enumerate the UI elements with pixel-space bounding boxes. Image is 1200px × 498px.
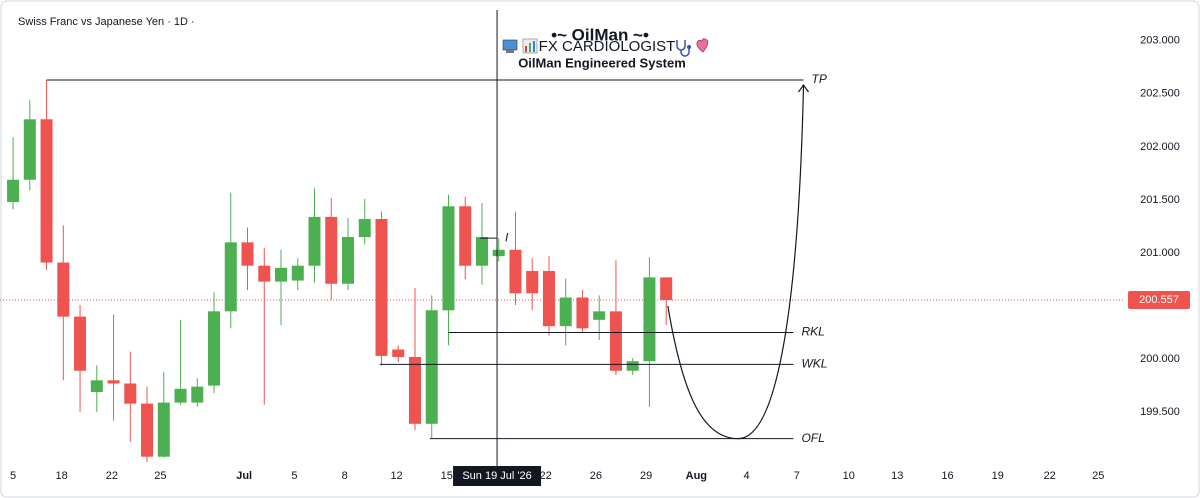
x-tick-label: 5 [291,470,297,482]
y-tick-label: 201.500 [1140,194,1180,206]
level-label: I [505,230,509,244]
candle-body [559,297,572,327]
x-tick-label: 13 [891,470,903,482]
x-tick-label: 4 [744,470,750,482]
emoji-right [676,38,709,57]
candle-body [492,249,505,257]
candle-body [107,380,120,384]
x-tick-label: 12 [390,470,402,482]
x-tick-label: Aug [686,470,707,482]
crosshair-label: Sun 19 Jul '26 [462,470,531,482]
emoji-left [502,38,538,54]
candle-body [275,267,288,282]
candle-body [191,386,204,403]
candle-body [643,277,656,362]
x-tick-label: 15 [441,470,453,482]
candle-body [157,402,170,457]
x-tick-label: 26 [590,470,602,482]
header-caption: OilMan Engineered System [518,55,686,70]
x-tick-label: 22 [106,470,118,482]
y-tick-label: 202.500 [1140,88,1180,100]
candle-body [325,216,338,284]
candle-body [74,316,87,371]
x-tick-label: Jul [236,470,252,482]
candle-body [660,277,673,300]
x-tick-label: 8 [342,470,348,482]
y-tick-label: 200.000 [1140,353,1180,365]
x-tick-label: 29 [640,470,652,482]
y-tick-label: 202.000 [1140,141,1180,153]
projection-arrowhead [798,83,809,93]
candle-body [174,388,187,403]
candle-body [425,310,438,424]
current-price-label: 200.557 [1139,294,1179,306]
level-label: TP [812,72,827,86]
candle-body [124,383,137,404]
candle-body [526,271,539,294]
crosshair-label-bg [453,466,542,486]
candle-body [208,311,221,386]
candle-body [408,356,421,424]
x-tick-label: 18 [56,470,68,482]
x-tick-label: 5 [10,470,16,482]
candle-body [308,216,321,266]
symbol-title: Swiss Franc vs Japanese Yen · 1D · [18,16,195,28]
candle-body [392,349,405,357]
candle-body [141,403,154,457]
candle-body [90,380,103,392]
projection-curve [667,86,805,440]
candle-body [241,242,254,266]
y-tick-label: 199.500 [1140,406,1180,418]
x-tick-label: 16 [941,470,953,482]
level-label: RKL [801,325,824,339]
x-tick-label: 25 [1092,470,1104,482]
candle-body [593,311,606,320]
candle-body [40,119,53,263]
y-tick-label: 203.000 [1140,35,1180,47]
header-subtitle: FX CARDIOLOGIST [539,38,676,55]
candle-body [542,271,555,327]
candle-body [609,311,622,371]
candle-body [475,237,488,266]
x-tick-label: 22 [539,470,551,482]
candle-body [291,265,304,281]
candle-body [509,249,522,294]
candle-body [442,206,455,311]
candle-body [7,179,20,203]
x-tick-label: 7 [794,470,800,482]
x-tick-label: 10 [843,470,855,482]
level-label: OFL [801,431,824,445]
candle-body [224,242,237,312]
candle-body [459,206,472,266]
x-tick-label: 22 [1044,470,1056,482]
level-label: WKL [801,357,827,371]
candle-body [57,262,70,317]
x-tick-label: 25 [154,470,166,482]
current-price-tag [1128,290,1190,309]
candle-body [626,361,639,371]
candle-body [358,219,371,238]
x-tick-label: 19 [992,470,1004,482]
header-title: •~ OilMan ~• [551,25,649,44]
candle-body [375,219,388,356]
candle-body [576,297,589,329]
candle-body [23,119,36,180]
candle-body [341,237,354,284]
y-tick-label: 201.000 [1140,247,1180,259]
candle-body [258,265,271,282]
